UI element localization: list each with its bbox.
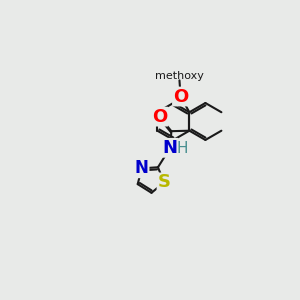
Text: methoxy: methoxy: [155, 71, 204, 81]
Text: O: O: [152, 108, 167, 126]
Text: S: S: [158, 173, 170, 191]
Text: N: N: [163, 139, 178, 157]
Text: O: O: [173, 88, 188, 106]
Text: H: H: [176, 142, 188, 157]
Text: N: N: [135, 159, 148, 177]
